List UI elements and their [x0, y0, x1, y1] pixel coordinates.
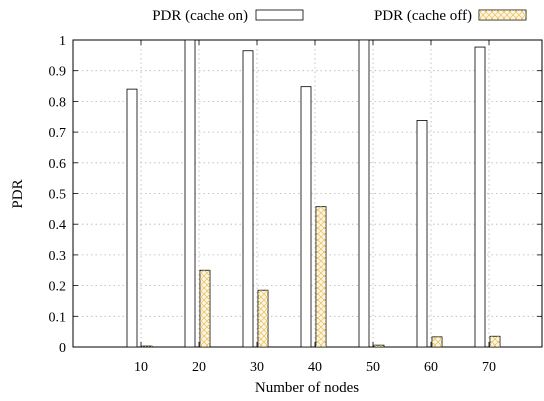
- bars: [126, 39, 501, 348]
- x-tick-label: 70: [482, 360, 496, 375]
- x-tick-label: 50: [366, 360, 380, 375]
- x-tick-label: 60: [424, 360, 438, 375]
- y-axis-ticks: 0 0.1 0.2 0.3 0.4 0.5 0.6 0.7 0.8 0.9 1: [49, 34, 542, 356]
- x-tick-label: 20: [192, 360, 206, 375]
- bar-cache-on: [242, 50, 254, 348]
- bar-cache-off-hatch: [142, 346, 152, 347]
- y-tick-label: 0.5: [49, 188, 67, 203]
- bar-cache-off-hatch: [374, 345, 384, 347]
- x-tick-label: 40: [308, 360, 322, 375]
- y-axis-title: PDR: [10, 179, 26, 208]
- x-axis-title: Number of nodes: [255, 380, 359, 396]
- bar-cache-off-hatch: [258, 290, 268, 347]
- x-tick-label: 10: [134, 360, 148, 375]
- bar-cache-off-hatch: [316, 206, 326, 347]
- legend-swatch-cache-off-hatch: [479, 10, 526, 20]
- bar-cache-off-hatch: [432, 336, 442, 347]
- legend-label-cache-on: PDR (cache on): [152, 8, 248, 24]
- y-tick-label: 0.8: [49, 95, 67, 110]
- bar-cache-off-hatch: [200, 270, 210, 347]
- x-axis-ticks: 10 20 30 40 50 60 70: [134, 40, 496, 375]
- bar-cache-on: [126, 88, 138, 348]
- y-tick-label: 0.9: [49, 65, 67, 80]
- legend: PDR (cache on) PDR (cache off): [152, 8, 527, 24]
- bar-cache-on: [358, 39, 370, 348]
- bar-cache-on: [300, 86, 312, 348]
- bar-cache-on: [474, 46, 486, 348]
- bar-cache-off-hatch: [490, 336, 500, 347]
- y-tick-label: 0.6: [49, 157, 67, 172]
- bar-cache-on: [416, 120, 428, 348]
- legend-label-cache-off: PDR (cache off): [374, 8, 472, 24]
- legend-swatch-cache-on: [255, 9, 304, 21]
- y-tick-label: 1: [59, 34, 66, 49]
- y-tick-label: 0.1: [49, 310, 67, 325]
- y-tick-label: 0: [59, 341, 66, 356]
- y-tick-label: 0.2: [49, 280, 67, 295]
- x-tick-label: 30: [250, 360, 264, 375]
- y-tick-label: 0.7: [49, 126, 67, 141]
- bar-cache-on: [184, 39, 196, 348]
- y-tick-label: 0.4: [49, 218, 67, 233]
- y-tick-label: 0.3: [49, 249, 67, 264]
